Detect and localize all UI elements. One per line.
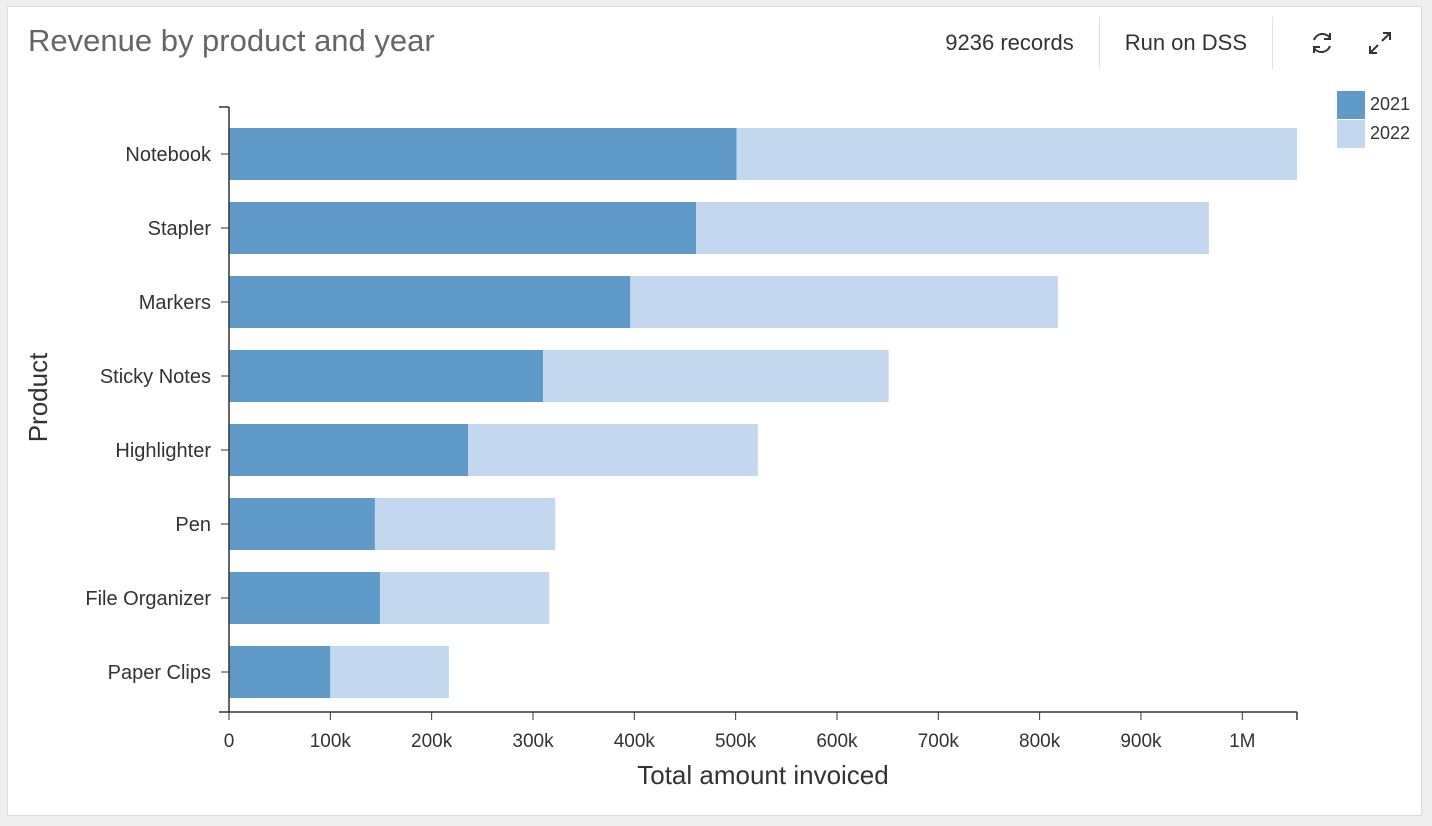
x-tick-label: 100k <box>310 731 352 752</box>
x-tick-label: 800k <box>1019 731 1061 752</box>
bar-2021-file-organizer[interactable] <box>229 572 380 624</box>
bar-2021-highlighter[interactable] <box>229 424 469 476</box>
x-axis-label: Total amount invoiced <box>637 760 888 790</box>
run-on-dss-button[interactable]: Run on DSS <box>1124 30 1247 55</box>
bar-2022-stapler[interactable] <box>696 202 1209 254</box>
y-tick-label: Sticky Notes <box>100 366 211 388</box>
x-tick-label: 1M <box>1229 731 1255 752</box>
legend-label-2022: 2022 <box>1370 123 1411 143</box>
legend-swatch-2022 <box>1337 119 1365 148</box>
bar-2021-stapler[interactable] <box>229 202 697 254</box>
x-tick-label: 300k <box>512 731 554 752</box>
x-tick-label: 500k <box>715 731 757 752</box>
x-tick-label: 700k <box>918 731 960 752</box>
x-tick-label: 400k <box>614 731 656 752</box>
bar-2022-pen[interactable] <box>374 498 556 550</box>
expand-icon[interactable] <box>1365 28 1395 58</box>
y-tick-label: Markers <box>139 292 211 314</box>
x-tick-label: 900k <box>1120 731 1162 752</box>
legend-item-2021[interactable]: 2021 <box>1337 90 1410 119</box>
bar-2022-sticky-notes[interactable] <box>543 350 889 402</box>
legend-item-2022[interactable]: 2022 <box>1337 119 1410 148</box>
bar-2022-paper-clips[interactable] <box>330 646 449 698</box>
toolbar-divider <box>1098 17 1100 69</box>
chart-legend: 2021 2022 <box>1337 90 1410 148</box>
y-tick-label: Notebook <box>125 144 212 166</box>
bar-2022-notebook[interactable] <box>736 128 1297 180</box>
bar-2021-pen[interactable] <box>229 498 375 550</box>
chart-toolbar: 9236 records Run on DSS <box>920 17 1421 69</box>
bar-2021-sticky-notes[interactable] <box>229 350 544 402</box>
x-tick-label: 200k <box>411 731 453 752</box>
y-axis-label: Product <box>23 352 53 442</box>
bar-2021-notebook[interactable] <box>229 128 737 180</box>
refresh-icon[interactable] <box>1307 28 1337 58</box>
y-tick-label: Paper Clips <box>108 662 211 684</box>
bar-2022-markers[interactable] <box>630 276 1058 328</box>
y-tick-label: Highlighter <box>115 440 211 462</box>
bar-2022-highlighter[interactable] <box>468 424 758 476</box>
toolbar-divider <box>1272 17 1273 69</box>
x-tick-label: 600k <box>816 731 858 752</box>
bar-2021-paper-clips[interactable] <box>229 646 331 698</box>
bar-2021-markers[interactable] <box>229 276 631 328</box>
chart-title: Revenue by product and year <box>28 23 435 58</box>
y-tick-label: Pen <box>175 514 211 536</box>
bar-2022-file-organizer[interactable] <box>379 572 550 624</box>
bar-chart: Notebook Stapler Markers Sticky Notes Highli… <box>23 106 1298 790</box>
legend-label-2021: 2021 <box>1370 94 1411 114</box>
x-tick-label: 0 <box>224 731 235 752</box>
chart-card: Revenue by product and year 9236 records… <box>7 6 1422 816</box>
y-tick-label: Stapler <box>148 218 212 240</box>
y-tick-label: File Organizer <box>85 588 211 610</box>
records-count[interactable]: 9236 records <box>945 30 1074 55</box>
legend-swatch-2021 <box>1337 90 1365 119</box>
